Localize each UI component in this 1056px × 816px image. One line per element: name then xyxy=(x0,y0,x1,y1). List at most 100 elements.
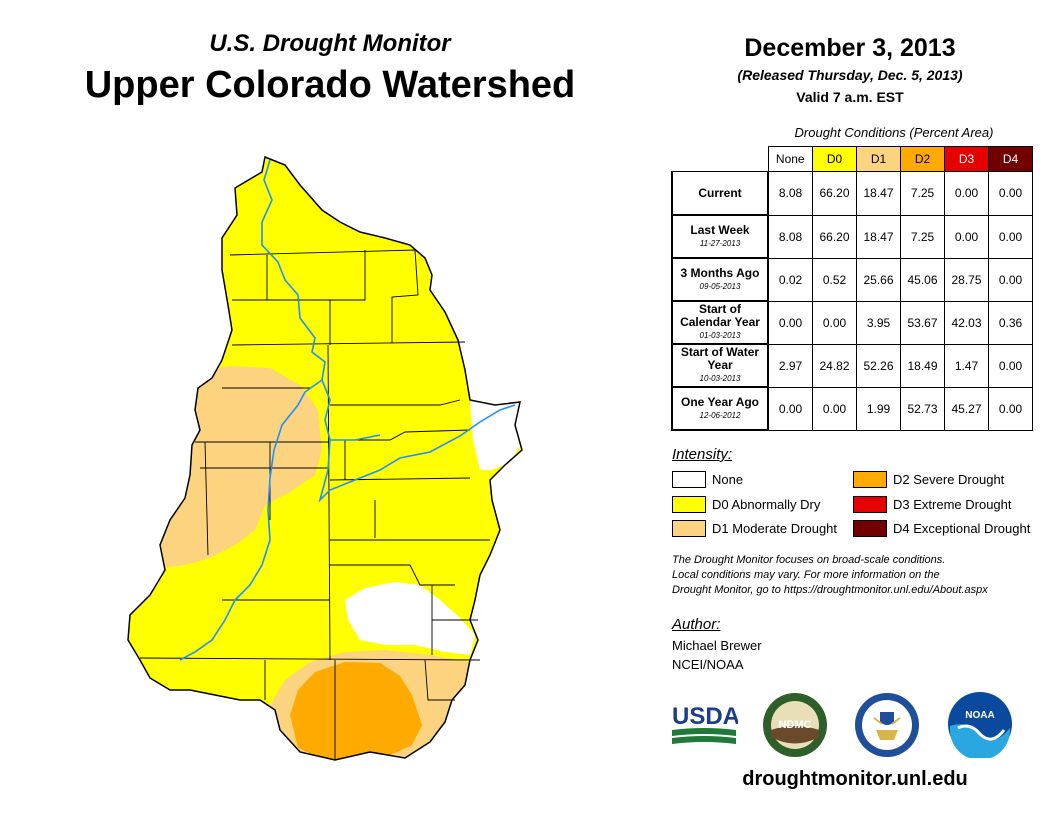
col-d4: D4 xyxy=(988,146,1033,172)
table-cell: 0.00 xyxy=(812,386,857,431)
legend-item-d3: D3 Extreme Drought xyxy=(853,496,1012,513)
legend-label: D1 Moderate Drought xyxy=(712,521,838,536)
table-cell: 45.27 xyxy=(944,386,989,431)
note-text: The Drought Monitor focuses on broad-sca… xyxy=(672,553,1042,598)
website-link[interactable]: droughtmonitor.unl.edu xyxy=(742,768,968,790)
map-title: Upper Colorado Watershed xyxy=(84,64,576,106)
table-cell: 66.20 xyxy=(812,171,857,216)
row-label: Start of Water Year xyxy=(680,345,760,372)
legend-label: D4 Exceptional Drought xyxy=(893,521,1031,536)
table-cell: 52.26 xyxy=(856,343,901,388)
d2-area xyxy=(290,662,422,760)
none-east-area xyxy=(470,398,522,470)
row-date: 12-06-2012 xyxy=(699,410,741,420)
report-date: December 3, 2013 xyxy=(744,34,956,62)
table-cell: 1.99 xyxy=(856,386,901,431)
valid-time: Valid 7 a.m. EST xyxy=(796,89,904,105)
col-d0: D0 xyxy=(812,146,857,172)
row-date: 11-27-2013 xyxy=(699,238,741,248)
basin-outline xyxy=(127,155,523,761)
noaa-logo-text: NOAA xyxy=(965,710,994,721)
table-cell: 18.47 xyxy=(856,214,901,259)
table-cell: 8.08 xyxy=(767,171,813,216)
table-row: Current 8.08 66.20 18.47 7.25 0.00 0.00 xyxy=(671,171,1033,216)
legend-item-none: None xyxy=(672,471,743,488)
legend-label: None xyxy=(712,472,744,487)
row-label: One Year Ago xyxy=(680,394,760,409)
table-cell: 2.97 xyxy=(767,343,813,388)
col-none: None xyxy=(767,146,813,172)
legend-item-d1: D1 Moderate Drought xyxy=(672,520,837,537)
table-row: Last Week 11-27-2013 8.08 66.20 18.47 7.2… xyxy=(671,214,1033,259)
row-label: Start of Calendar Year xyxy=(680,302,760,329)
table-row: Start of Water Year 10-03-2013 2.97 24.82… xyxy=(671,343,1033,388)
usda-logo: USDA xyxy=(672,703,738,744)
table-cell: 3.95 xyxy=(856,300,901,345)
author-name: Michael Brewer xyxy=(672,638,762,653)
row-date: 01-03-2013 xyxy=(699,331,741,340)
release-date: (Released Thursday, Dec. 5, 2013) xyxy=(737,67,963,83)
table-cell: 0.36 xyxy=(988,300,1033,345)
note-line: Drought Monitor, go to https://droughtmo… xyxy=(672,584,988,596)
col-d1: D1 xyxy=(856,146,901,172)
table-cell: 8.08 xyxy=(767,214,813,259)
table-cell: 18.47 xyxy=(856,171,901,216)
row-label: Current xyxy=(698,185,742,200)
legend-label: D0 Abnormally Dry xyxy=(712,497,821,512)
col-d3: D3 xyxy=(944,146,989,172)
table-caption: Drought Conditions (Percent Area) xyxy=(794,125,994,140)
ndmc-logo: NDMC xyxy=(763,693,827,757)
author-title: Author: xyxy=(672,616,721,633)
row-date: 10-03-2013 xyxy=(699,374,741,383)
table-cell: 0.02 xyxy=(767,257,813,302)
drought-table: None D0 D1 D2 D3 D4 Current 8.08 66.20 1… xyxy=(671,146,1033,431)
table-cell: 24.82 xyxy=(812,343,857,388)
table-cell: 0.00 xyxy=(988,171,1033,216)
none-south-area xyxy=(345,582,475,655)
row-label: Last Week xyxy=(690,222,750,237)
noaa-logo: NOAA xyxy=(948,692,1012,758)
legend-item-d4: D4 Exceptional Drought xyxy=(853,520,1030,537)
table-cell: 53.67 xyxy=(900,300,945,345)
legend-swatch xyxy=(672,520,706,537)
table-cell: 0.00 xyxy=(812,300,857,345)
table-cell: 0.00 xyxy=(944,214,989,259)
table-cell: 0.00 xyxy=(767,300,813,345)
table-cell: 66.20 xyxy=(812,214,857,259)
table-cell: 7.25 xyxy=(900,214,945,259)
table-cell: 18.49 xyxy=(900,343,945,388)
legend-item-d0: D0 Abnormally Dry xyxy=(672,496,820,513)
table-row: One Year Ago 12-06-2012 0.00 0.00 1.99 52… xyxy=(671,386,1033,431)
table-cell: 0.00 xyxy=(988,257,1033,302)
table-cell: 25.66 xyxy=(856,257,901,302)
col-d2: D2 xyxy=(900,146,945,172)
legend-swatch xyxy=(672,471,706,488)
table-cell: 0.52 xyxy=(812,257,857,302)
table-row: 3 Months Ago 09-05-2013 0.02 0.52 25.66 4… xyxy=(671,257,1033,302)
table-cell: 7.25 xyxy=(900,171,945,216)
table-cell: 0.00 xyxy=(988,214,1033,259)
legend-swatch xyxy=(853,520,887,537)
map-subtitle: U.S. Drought Monitor xyxy=(209,30,451,57)
row-label: 3 Months Ago xyxy=(680,265,760,280)
legend-label: D2 Severe Drought xyxy=(893,472,1005,487)
drought-map xyxy=(127,155,523,761)
legend-item-d2: D2 Severe Drought xyxy=(853,471,1004,488)
row-date: 09-05-2013 xyxy=(699,281,741,291)
author-org: NCEI/NOAA xyxy=(672,657,744,672)
note-line: The Drought Monitor focuses on broad-sca… xyxy=(672,554,946,566)
legend-swatch xyxy=(672,496,706,513)
legend-swatch xyxy=(853,471,887,488)
legend-label: D3 Extreme Drought xyxy=(893,497,1012,512)
table-cell: 0.00 xyxy=(988,386,1033,431)
rivers xyxy=(179,159,516,661)
table-cell: 1.47 xyxy=(944,343,989,388)
table-cell: 45.06 xyxy=(900,257,945,302)
usda-logo-text: USDA xyxy=(672,703,738,730)
legend-swatch xyxy=(853,496,887,513)
table-row: Start of Calendar Year 01-03-2013 0.00 0.… xyxy=(671,300,1033,345)
table-cell: 0.00 xyxy=(944,171,989,216)
note-line: Local conditions may vary. For more info… xyxy=(672,569,940,581)
ndmc-logo-text: NDMC xyxy=(779,719,812,731)
commerce-logo xyxy=(855,693,919,757)
